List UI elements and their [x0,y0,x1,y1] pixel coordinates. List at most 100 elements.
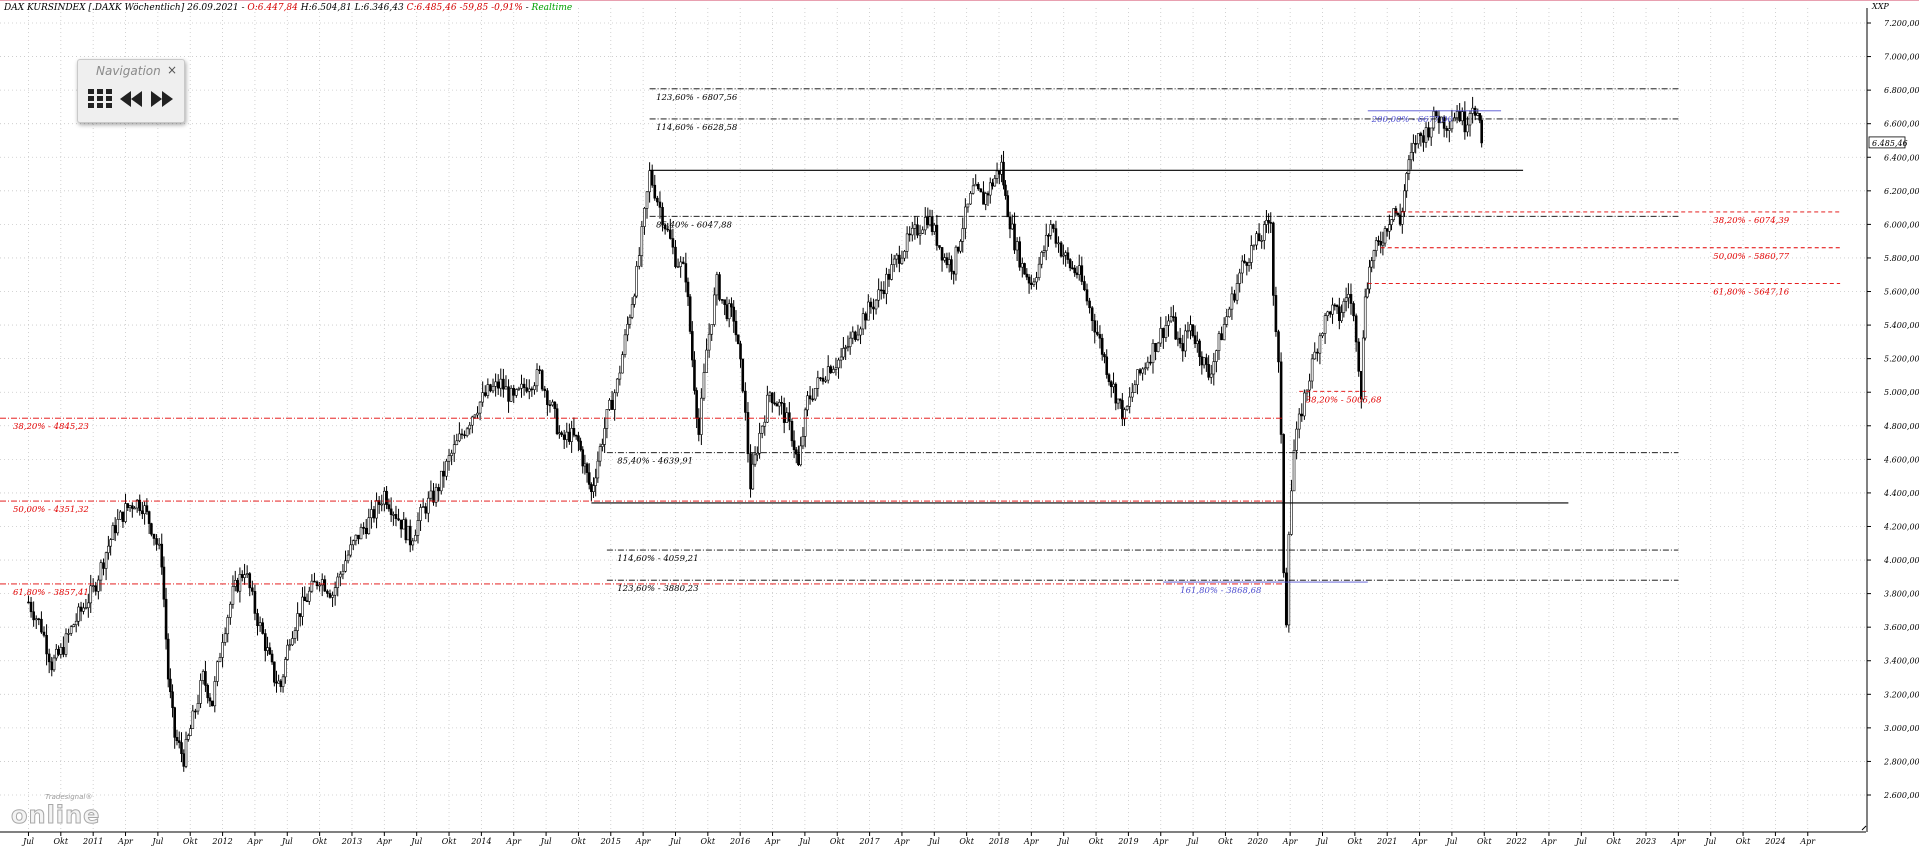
candle-body [1250,245,1253,263]
candle-body [1114,383,1118,404]
candle-body [590,484,593,492]
y-tick-label: 4.400,00 [1883,489,1919,498]
candle-body [67,633,70,635]
candle-body [1010,223,1014,230]
candle-body [50,661,54,671]
candle-body [671,238,675,248]
candle-body [782,402,786,423]
candle-body [1247,262,1251,266]
candle-body [298,613,302,617]
candle-body [1265,220,1268,225]
candle-body [653,184,657,199]
candle-body [333,587,337,596]
candle-body [1328,311,1332,315]
candle-body [284,659,287,678]
candle-body [1189,324,1192,332]
candle-body [979,188,983,193]
candle-body [581,449,585,467]
candle-body [848,337,852,347]
candle-body [1403,190,1406,212]
candle-body [1090,307,1094,322]
candle-body [583,463,587,467]
candle-body [1463,111,1467,133]
candle-body [72,624,76,628]
candle-body [380,503,384,506]
candle-body [1054,228,1058,244]
fib-label: 114,60% - 4059,21 [617,554,698,564]
fib-label: 123,60% - 3880,23 [617,584,698,594]
candle-body [245,573,249,576]
candle-body [84,607,88,609]
candle-body [679,261,682,267]
candle-body [560,432,563,436]
candle-body [458,433,461,442]
candle-body [813,388,817,400]
candle-body [1262,224,1266,241]
rewind-icon[interactable] [119,88,143,110]
candle-body [808,395,812,400]
candle-body [218,657,222,663]
candle-body [99,562,103,581]
candle-body [727,303,731,320]
candle-body [739,343,742,360]
navigation-panel[interactable]: Navigation × [77,59,185,123]
candle-body [397,518,400,521]
candle-body [189,728,192,736]
candle-body [543,388,547,392]
current-price-label: 6.485,46 [1872,139,1908,148]
x-tick-label: Apr [376,837,393,846]
candle-body [1335,304,1339,308]
candle-body [279,680,283,687]
candle-body [1243,260,1246,263]
candle-body [1379,240,1383,246]
y-tick-label: 6.000,00 [1884,220,1919,229]
candle-body [128,505,132,509]
candle-body [887,273,891,280]
candle-body [394,514,398,519]
x-tick-label: 2015 [600,837,621,846]
candle-body [445,460,448,477]
candle-body [1205,357,1208,365]
candle-body [674,246,677,267]
candle-body [339,573,342,578]
y-tick-label: 4.800,00 [1883,422,1919,431]
candle-body [839,356,843,361]
candle-body [691,331,694,361]
y-tick-label: 5.200,00 [1884,355,1919,364]
candle-body [231,586,235,605]
x-tick-label: Okt [183,837,198,846]
x-tick-label: Apr [1282,837,1299,846]
candle-body [141,510,144,515]
candle-body [1267,220,1270,223]
candle-body [993,178,997,187]
candle-body [882,289,886,295]
candle-body [1228,308,1231,318]
candle-body [938,245,941,248]
candle-body [693,359,696,391]
candle-body [210,700,214,707]
candle-body [527,388,531,392]
x-tick-label: Okt [1606,837,1621,846]
y-tick-label: 3.000,00 [1884,724,1919,733]
candle-body [877,289,880,301]
candle-body [834,367,838,370]
candle-body [273,661,276,683]
x-tick-label: Okt [959,837,974,846]
candle-body [109,539,112,547]
fast-forward-icon[interactable] [150,88,174,110]
grid-menu-icon[interactable] [88,88,112,110]
candle-body [1405,173,1408,192]
x-tick-label: Apr [894,837,911,846]
candle-body [587,472,591,485]
x-tick-label: Apr [764,837,781,846]
candle-body [1133,384,1137,393]
candle-body [1316,351,1319,354]
candle-body [336,576,340,588]
candle-body [966,203,970,208]
close-icon[interactable]: × [166,63,177,77]
candle-body [1109,381,1113,388]
candle-body [598,446,602,462]
candle-body [208,697,212,702]
candle-body [1455,111,1459,119]
